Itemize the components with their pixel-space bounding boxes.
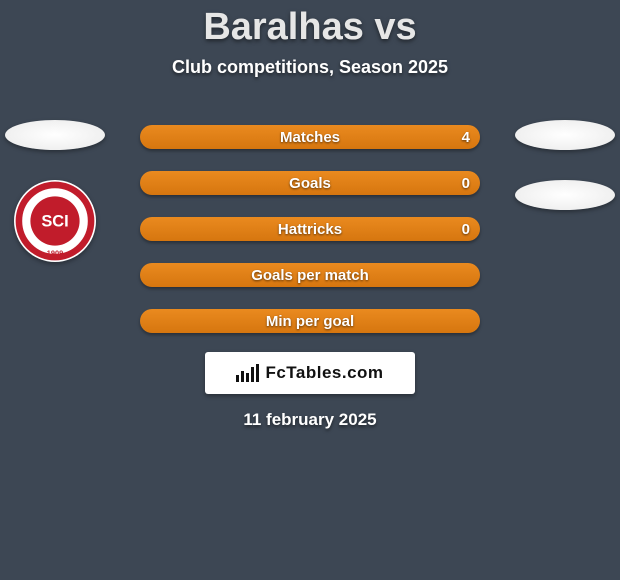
player-left-oval — [5, 120, 105, 150]
stat-value: 0 — [462, 221, 470, 238]
stat-label: Goals per match — [251, 267, 369, 284]
stat-row-goals: Goals 0 — [140, 171, 480, 195]
stat-label: Matches — [280, 129, 340, 146]
crest-year: 1909 — [47, 248, 63, 257]
page-subtitle: Club competitions, Season 2025 — [0, 57, 620, 78]
right-column — [510, 120, 620, 210]
left-column: SCI 1909 — [0, 120, 110, 262]
player-right-oval-2 — [515, 180, 615, 210]
stat-value: 0 — [462, 175, 470, 192]
stat-row-hattricks: Hattricks 0 — [140, 217, 480, 241]
crest-monogram: SCI — [41, 213, 68, 231]
stat-row-min-per-goal: Min per goal — [140, 309, 480, 333]
stat-row-goals-per-match: Goals per match — [140, 263, 480, 287]
club-crest-left: SCI 1909 — [14, 180, 96, 262]
stat-row-matches: Matches 4 — [140, 125, 480, 149]
page-title: Baralhas vs — [0, 0, 620, 49]
stat-value: 4 — [462, 129, 470, 146]
brand-badge: FcTables.com — [205, 352, 415, 394]
stat-bars: Matches 4 Goals 0 Hattricks 0 Goals per … — [140, 125, 480, 333]
brand-text: FcTables.com — [265, 363, 383, 383]
stat-label: Min per goal — [266, 313, 354, 330]
stat-label: Hattricks — [278, 221, 342, 238]
footer-date: 11 february 2025 — [0, 410, 620, 430]
bar-chart-icon — [236, 364, 259, 382]
player-right-oval-1 — [515, 120, 615, 150]
stat-label: Goals — [289, 175, 331, 192]
